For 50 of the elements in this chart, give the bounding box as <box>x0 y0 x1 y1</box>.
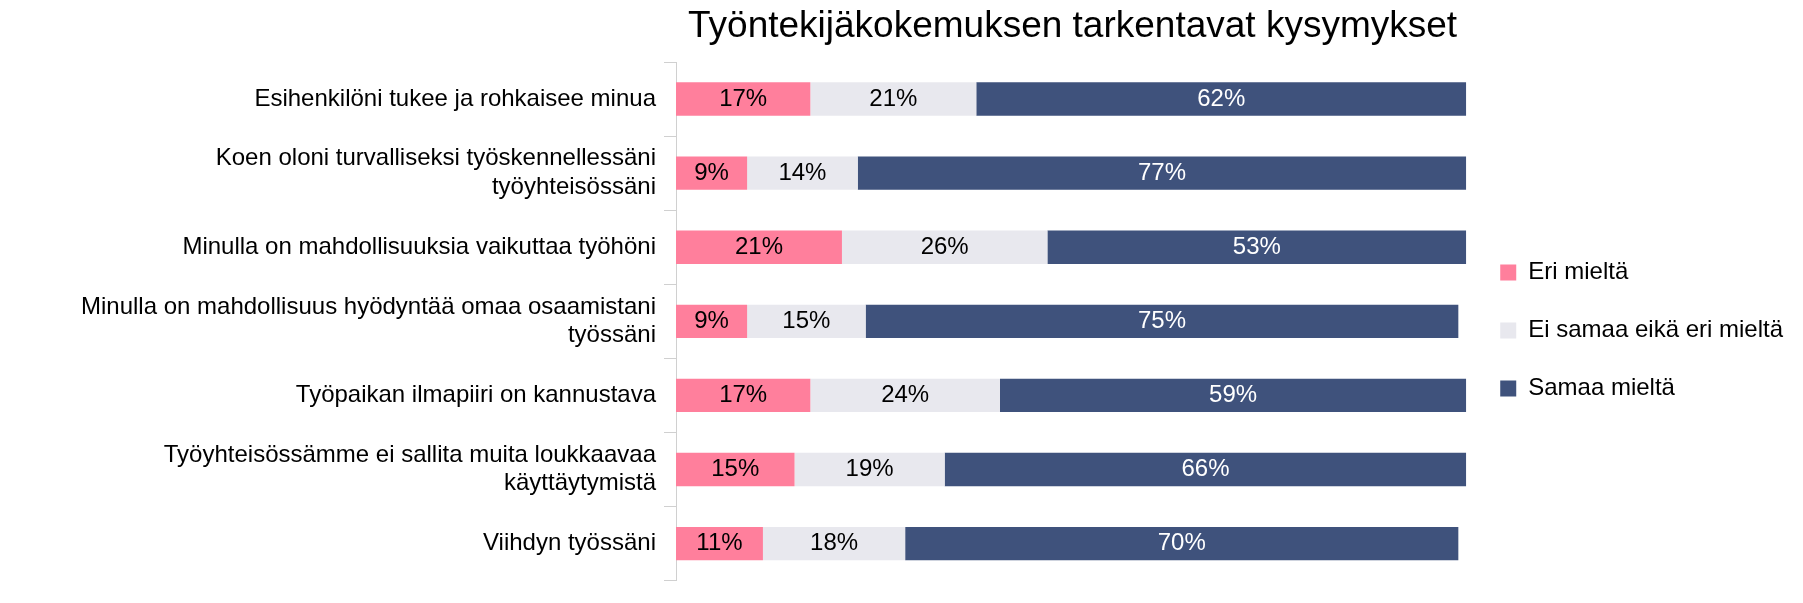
data-label: 70% <box>1157 528 1206 556</box>
data-label: 24% <box>881 380 930 408</box>
y-tick-label: Koen oloni turvalliseksi työskennellessäni työyhteisössäni <box>215 143 656 200</box>
y-tick-label: Esihenkilöni tukee ja rohkaisee minua <box>254 83 657 111</box>
data-label: 77% <box>1137 157 1187 185</box>
data-label: 17% <box>719 83 768 111</box>
bar <box>747 304 866 338</box>
legend-label: Samaa mieltä <box>1528 373 1676 401</box>
data-label: 59% <box>1209 380 1258 408</box>
data-label: 53% <box>1232 231 1281 259</box>
data-label: 15% <box>782 305 831 333</box>
y-tick-label: Minulla on mahdollisuuksia vaikuttaa työhöni <box>182 231 656 259</box>
y-tick-label: Työpaikan ilmapiiri on kannustava <box>295 380 657 408</box>
data-label: 62% <box>1197 83 1246 111</box>
bar <box>810 82 977 116</box>
bar <box>857 156 1467 190</box>
data-label: 66% <box>1181 454 1230 482</box>
legend-label: Ei samaa eikä eri mieltä <box>1528 315 1784 343</box>
bar <box>676 230 842 264</box>
data-label: 18% <box>810 528 859 556</box>
bar <box>810 378 1000 413</box>
data-label: 26% <box>920 231 969 259</box>
data-label: 21% <box>734 231 783 259</box>
bar <box>1047 230 1467 264</box>
data-label: 19% <box>845 454 894 482</box>
data-label: 9% <box>694 305 729 333</box>
bar <box>905 526 1459 561</box>
legend-label: Eri mieltä <box>1528 257 1629 285</box>
data-label: 11% <box>696 528 743 556</box>
data-label: 21% <box>869 83 918 111</box>
data-label: 14% <box>778 157 827 185</box>
data-label: 17% <box>719 380 768 408</box>
bar <box>794 452 945 487</box>
bar <box>865 304 1459 338</box>
bar <box>747 156 858 190</box>
bar <box>676 452 795 487</box>
bar <box>676 82 811 116</box>
bar <box>1000 378 1467 413</box>
y-tick-label: Työyhteisössämme ei sallita muita loukkaavaa käyttäytymistä <box>163 439 657 496</box>
bar <box>944 452 1467 487</box>
bar <box>762 526 906 561</box>
y-tick-label: Minulla on mahdollisuus hyödyntää omaa osaamistani työssäni <box>81 291 656 348</box>
data-label: 9% <box>694 157 729 185</box>
bar <box>976 82 1467 116</box>
data-label: 15% <box>711 454 760 482</box>
data-label: 75% <box>1137 305 1187 333</box>
bar <box>841 230 1048 264</box>
y-tick-label: Viihdyn työssäni <box>483 528 656 556</box>
chart-title: Työntekijäkokemuksen tarkentavat kysymykset <box>688 3 1458 45</box>
bar <box>676 378 811 413</box>
